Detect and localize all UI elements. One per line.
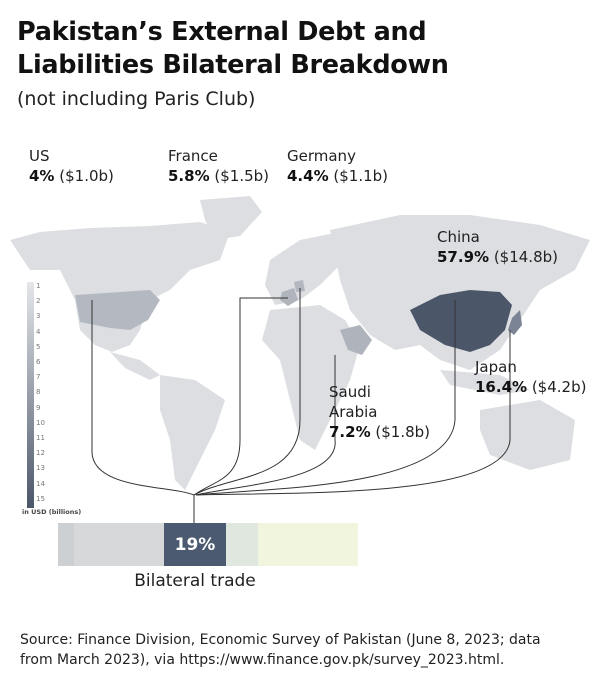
country-name: Japan	[475, 358, 517, 376]
title-line-2: Liabilities Bilateral Breakdown	[17, 50, 449, 80]
legend-tick: 8	[36, 388, 41, 397]
country-saudi-arabia	[340, 325, 372, 355]
source-note: Source: Finance Division, Economic Surve…	[20, 630, 590, 670]
connector-germany	[193, 288, 301, 496]
label-france: France 5.8% ($1.5b)	[168, 146, 269, 186]
label-germany: Germany 4.4% ($1.1b)	[287, 146, 388, 186]
legend-tick: 9	[36, 403, 41, 412]
country-name: Germany	[287, 147, 356, 165]
title-line-1: Pakistan’s External Debt and	[17, 17, 427, 47]
chart-title: Pakistan’s External Debt and Liabilities…	[17, 16, 449, 82]
australia	[480, 400, 575, 470]
country-name-line-1: Saudi	[329, 383, 371, 401]
country-us	[75, 290, 160, 330]
label-saudi-arabia: Saudi Arabia 7.2% ($1.8b)	[329, 382, 430, 442]
europe	[265, 232, 345, 305]
legend-tick: 2	[36, 297, 41, 306]
country-amount: ($1.5b)	[214, 167, 270, 185]
label-japan: Japan 16.4% ($4.2b)	[475, 357, 586, 397]
legend-tick: 11	[36, 434, 45, 442]
connector-france	[193, 297, 288, 496]
africa	[262, 305, 360, 450]
bar-segment-bilateral: 19%	[164, 523, 226, 566]
bar-segment-1	[58, 523, 74, 566]
country-amount: ($1.1b)	[333, 167, 389, 185]
connector-lines	[91, 288, 511, 523]
bar-segment-5	[258, 523, 358, 566]
indonesia	[440, 370, 530, 395]
legend-tick: 7	[36, 373, 41, 382]
country-japan	[508, 310, 522, 335]
source-line-2: from March 2023), via https://www.financ…	[20, 652, 505, 668]
country-name: China	[437, 228, 480, 246]
country-pct: 4%	[29, 167, 55, 185]
legend-tick: 6	[36, 358, 41, 366]
country-name: US	[29, 147, 50, 165]
label-china: China 57.9% ($14.8b)	[437, 227, 558, 267]
north-america	[10, 222, 230, 352]
country-amount: ($1.0b)	[59, 167, 114, 185]
legend-unit: in USD (billions)	[22, 508, 82, 516]
country-amount: ($1.8b)	[375, 423, 431, 441]
country-amount: ($14.8b)	[493, 248, 558, 266]
bar-segment-4	[226, 523, 258, 566]
country-pct: 7.2%	[329, 423, 371, 441]
country-amount: ($4.2b)	[531, 378, 587, 396]
bilateral-trade-bar: 19%	[58, 523, 358, 566]
central-america	[110, 352, 160, 380]
label-us: US 4% ($1.0b)	[29, 146, 114, 186]
legend-tick: 4	[36, 327, 41, 336]
country-pct: 16.4%	[475, 378, 528, 396]
country-china	[410, 290, 512, 352]
connector-japan	[195, 330, 511, 496]
country-france	[280, 288, 298, 306]
country-pct: 4.4%	[287, 167, 329, 185]
legend-tick: 5	[36, 342, 41, 351]
legend-tick: 1	[36, 282, 41, 290]
source-line-1: Source: Finance Division, Economic Surve…	[20, 632, 541, 648]
bar-segment-2	[74, 523, 164, 566]
bar-pct-label: 19%	[174, 534, 216, 555]
bar-label: Bilateral trade	[134, 571, 256, 591]
country-name: France	[168, 147, 218, 165]
country-pct: 5.8%	[168, 167, 210, 185]
legend-color-scale	[27, 282, 34, 508]
connector-saudi	[195, 355, 336, 496]
connector-us	[91, 300, 195, 523]
legend-tick: 14	[36, 479, 45, 488]
greenland	[200, 196, 262, 240]
south-america	[160, 375, 225, 490]
legend-tick: 12	[36, 449, 45, 458]
legend-tick: 13	[36, 464, 45, 473]
country-germany	[294, 280, 305, 292]
country-name-line-2: Arabia	[329, 403, 378, 421]
subtitle: (not including Paris Club)	[17, 88, 256, 110]
legend-tick: 10	[36, 418, 45, 427]
legend-tick: 3	[36, 312, 41, 321]
legend-tick: 15	[36, 494, 45, 503]
connector-china	[195, 300, 456, 496]
country-pct: 57.9%	[437, 248, 490, 266]
